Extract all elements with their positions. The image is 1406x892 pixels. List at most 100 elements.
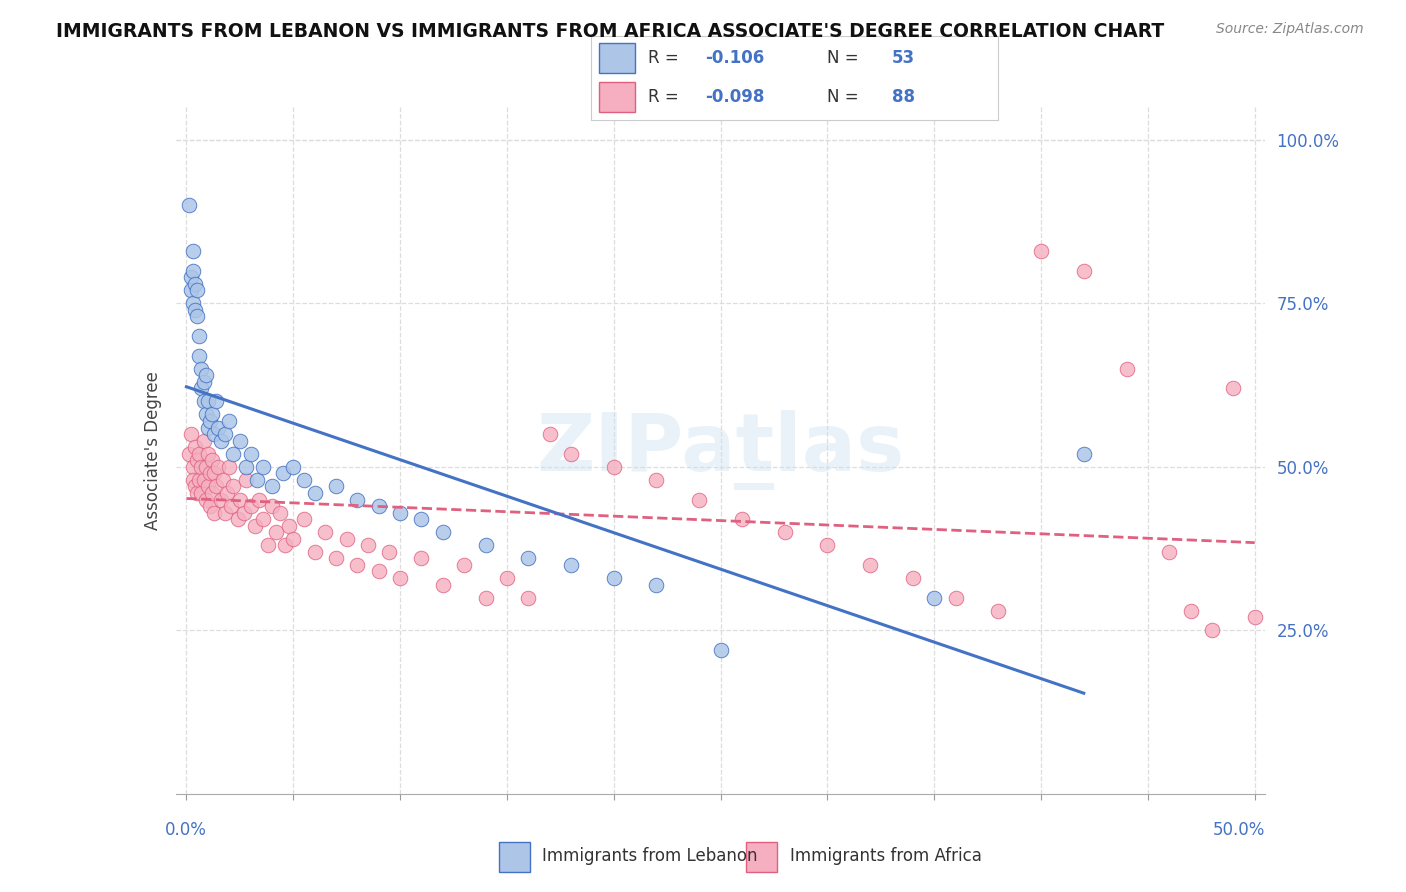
Point [538,427,561,442]
Point [260,479,283,493]
Point [252,512,274,526]
Point [201,486,224,500]
Point [190,486,212,500]
Point [197,479,219,493]
Point [247,492,270,507]
Point [688,492,710,507]
Point [239,447,262,461]
Text: IMMIGRANTS FROM LEBANON VS IMMIGRANTS FROM AFRICA ASSOCIATE'S DEGREE CORRELATION: IMMIGRANTS FROM LEBANON VS IMMIGRANTS FR… [56,22,1164,41]
Point [987,604,1010,618]
Point [186,486,208,500]
Point [202,467,225,481]
Point [202,427,225,442]
Point [1115,361,1137,376]
Point [357,538,380,552]
Point [218,459,240,474]
Point [411,551,433,566]
Point [235,459,257,474]
FancyBboxPatch shape [747,842,778,872]
Point [181,263,204,277]
Text: R =: R = [648,87,683,105]
Point [214,506,236,520]
Point [325,551,347,566]
Point [314,525,336,540]
Point [209,492,232,507]
Point [181,244,204,258]
Point [1329,624,1351,638]
Point [201,408,224,422]
Point [198,414,221,428]
Point [177,198,200,212]
Point [603,459,626,474]
Point [560,558,582,572]
Point [922,591,945,605]
Point [336,532,359,546]
Point [193,473,215,487]
Point [194,459,217,474]
Point [432,577,454,591]
Point [256,538,278,552]
Point [188,349,211,363]
Text: 88: 88 [893,87,915,105]
Text: R =: R = [648,49,683,67]
Point [207,420,229,434]
Point [184,277,207,291]
Point [411,512,433,526]
FancyBboxPatch shape [599,82,636,112]
Point [222,447,245,461]
Point [378,545,401,559]
Point [325,479,347,493]
Point [190,381,212,395]
Point [346,558,368,572]
Point [901,571,924,585]
Point [603,571,626,585]
Text: 0.0%: 0.0% [165,822,207,839]
Point [211,473,233,487]
Point [188,447,211,461]
Point [233,506,256,520]
Point [177,447,200,461]
Point [1286,577,1309,591]
Point [184,479,207,493]
Text: Immigrants from Africa: Immigrants from Africa [790,847,981,865]
Text: -0.098: -0.098 [704,87,763,105]
Point [246,473,269,487]
Point [292,473,315,487]
Point [181,473,204,487]
Point [731,512,754,526]
Point [1265,558,1288,572]
Point [205,479,228,493]
Point [645,577,668,591]
Point [243,518,266,533]
Point [222,479,245,493]
Text: ZIPat̲las: ZIPat̲las [537,410,904,491]
Point [367,499,389,513]
Point [269,506,291,520]
Text: N =: N = [827,87,863,105]
Point [229,434,252,448]
Point [1029,244,1052,258]
Text: Immigrants from Lebanon: Immigrants from Lebanon [543,847,758,865]
Text: 50.0%: 50.0% [1213,822,1265,839]
Point [202,506,225,520]
Point [283,459,305,474]
Point [278,518,301,533]
Point [474,591,496,605]
Point [198,467,221,481]
Point [389,571,412,585]
Point [283,532,305,546]
Text: 53: 53 [893,49,915,67]
Point [346,492,368,507]
Point [180,283,202,297]
Point [560,447,582,461]
Y-axis label: Associate's Degree: Associate's Degree [143,371,162,530]
Point [184,302,207,317]
Point [188,473,211,487]
Point [181,459,204,474]
Point [710,643,733,657]
Point [194,492,217,507]
Point [218,414,240,428]
Point [214,427,236,442]
Point [496,571,519,585]
Point [367,565,389,579]
